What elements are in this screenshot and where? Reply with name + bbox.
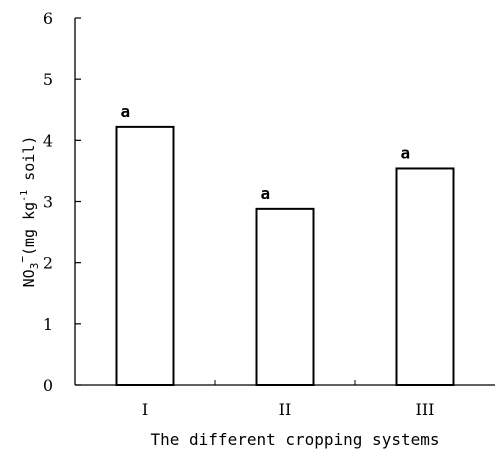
y-axis-title: NO3−(mg kg-1 soil) [16, 136, 41, 288]
y-axis-title-subscript: 3 [28, 263, 41, 270]
bars [115, 125, 455, 386]
data-label-III: a [401, 143, 411, 162]
y-tick-label: 1 [43, 315, 53, 334]
x-tick-label: II [279, 400, 292, 419]
y-tick-label: 6 [43, 9, 53, 28]
y-axis-title-end: soil) [20, 136, 38, 190]
bar-II [255, 207, 315, 386]
x-tick-label: III [416, 400, 435, 419]
y-axis-title-unit: (mg kg [20, 202, 38, 256]
bar-III [395, 167, 455, 386]
y-axis-ticks: 0 1 2 3 4 5 6 [43, 9, 81, 395]
y-axis-title-ion-superscript: − [16, 256, 29, 263]
x-axis-title: The different cropping systems [151, 430, 440, 449]
x-tick-label: I [142, 400, 148, 419]
bar-I [115, 125, 175, 386]
y-tick-label: 4 [43, 131, 53, 150]
x-axis-ticks: I II III [142, 380, 435, 419]
y-tick-label: 3 [43, 193, 53, 212]
data-label-I: a [121, 102, 131, 121]
y-tick-label: 5 [43, 70, 53, 89]
y-tick-label: 0 [43, 376, 53, 395]
y-axis-title-prefix: NO [20, 269, 38, 287]
data-label-II: a [261, 184, 271, 203]
y-axis-title-unit-superscript: -1 [19, 190, 30, 202]
data-labels: a a a [121, 102, 411, 203]
y-tick-label: 2 [43, 254, 53, 273]
